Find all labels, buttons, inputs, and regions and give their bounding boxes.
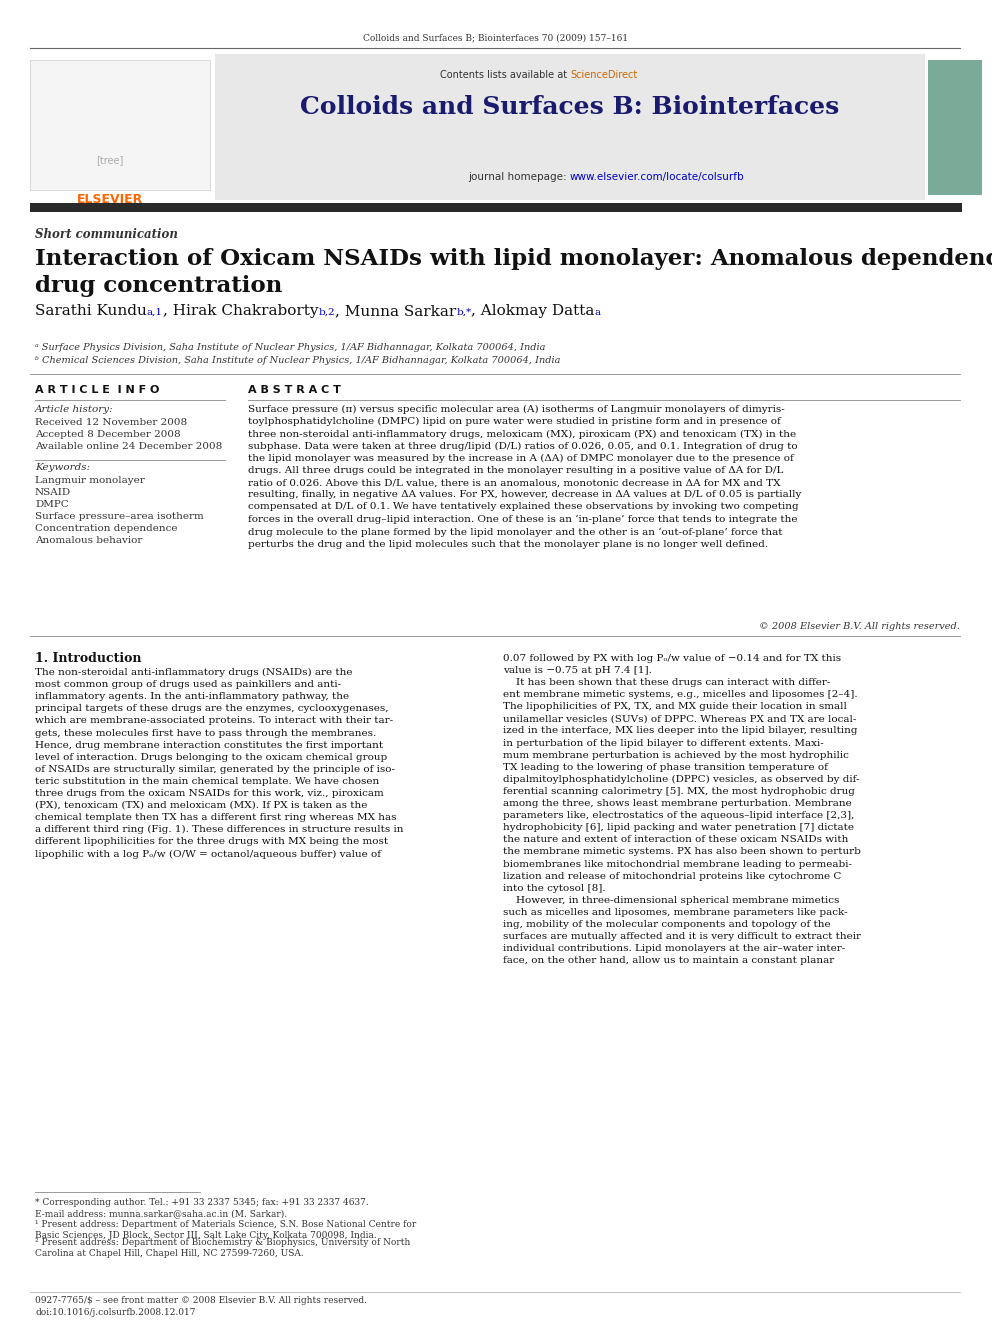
Text: Langmuir monolayer: Langmuir monolayer <box>35 476 145 486</box>
Text: www.elsevier.com/locate/colsurfb: www.elsevier.com/locate/colsurfb <box>570 172 745 183</box>
Text: ² Present address: Department of Biochemistry & Biophysics, University of North
: ² Present address: Department of Biochem… <box>35 1238 411 1258</box>
Text: ᵇ Chemical Sciences Division, Saha Institute of Nuclear Physics, 1/AF Bidhannaga: ᵇ Chemical Sciences Division, Saha Insti… <box>35 356 560 365</box>
Text: Short communication: Short communication <box>35 228 178 241</box>
Text: The non-steroidal anti-inflammatory drugs (NSAIDs) are the
most common group of : The non-steroidal anti-inflammatory drug… <box>35 668 404 859</box>
Text: Surface pressure–area isotherm: Surface pressure–area isotherm <box>35 512 203 521</box>
Text: E-mail address: munna.sarkar@saha.ac.in (M. Sarkar).: E-mail address: munna.sarkar@saha.ac.in … <box>35 1209 287 1218</box>
Text: b,*: b,* <box>456 308 471 318</box>
Text: , Hirak Chakraborty: , Hirak Chakraborty <box>163 304 318 318</box>
Text: 1. Introduction: 1. Introduction <box>35 652 142 665</box>
Text: Accepted 8 December 2008: Accepted 8 December 2008 <box>35 430 181 439</box>
Text: [tree]: [tree] <box>96 155 124 165</box>
Text: ScienceDirect: ScienceDirect <box>570 70 637 79</box>
Text: 0927-7765/$ – see front matter © 2008 Elsevier B.V. All rights reserved.
doi:10.: 0927-7765/$ – see front matter © 2008 El… <box>35 1297 367 1316</box>
Text: A R T I C L E  I N F O: A R T I C L E I N F O <box>35 385 160 396</box>
Text: Surface pressure (π) versus specific molecular area (A) isotherms of Langmuir mo: Surface pressure (π) versus specific mol… <box>248 405 802 549</box>
Text: NSAID: NSAID <box>35 488 71 497</box>
Bar <box>215 54 925 200</box>
Text: b,2: b,2 <box>318 308 335 318</box>
Text: a: a <box>595 308 601 318</box>
Text: Colloids and Surfaces B: Biointerfaces: Colloids and Surfaces B: Biointerfaces <box>301 95 839 119</box>
Text: , Alokmay Datta: , Alokmay Datta <box>471 304 595 318</box>
Bar <box>30 202 962 212</box>
Text: DMPC: DMPC <box>35 500 68 509</box>
Bar <box>30 60 210 191</box>
Text: * Corresponding author. Tel.: +91 33 2337 5345; fax: +91 33 2337 4637.: * Corresponding author. Tel.: +91 33 233… <box>35 1199 369 1207</box>
Text: Concentration dependence: Concentration dependence <box>35 524 178 533</box>
Text: ¹ Present address: Department of Materials Science, S.N. Bose National Centre fo: ¹ Present address: Department of Materia… <box>35 1220 417 1240</box>
Text: a,1: a,1 <box>147 308 163 318</box>
Text: ᵃ Surface Physics Division, Saha Institute of Nuclear Physics, 1/AF Bidhannagar,: ᵃ Surface Physics Division, Saha Institu… <box>35 343 546 352</box>
Text: Anomalous behavior: Anomalous behavior <box>35 536 143 545</box>
Text: Contents lists available at: Contents lists available at <box>439 70 570 79</box>
Text: 0.07 followed by PX with log Pₒ/w value of −0.14 and for TX this
value is −0.75 : 0.07 followed by PX with log Pₒ/w value … <box>503 654 861 966</box>
Text: © 2008 Elsevier B.V. All rights reserved.: © 2008 Elsevier B.V. All rights reserved… <box>759 622 960 631</box>
Text: ELSEVIER: ELSEVIER <box>76 193 143 206</box>
Text: , Munna Sarkar: , Munna Sarkar <box>335 304 456 318</box>
Bar <box>928 60 982 194</box>
Text: Interaction of Oxicam NSAIDs with lipid monolayer: Anomalous dependence on
drug : Interaction of Oxicam NSAIDs with lipid … <box>35 247 992 298</box>
Text: A B S T R A C T: A B S T R A C T <box>248 385 341 396</box>
Text: Keywords:: Keywords: <box>35 463 90 472</box>
Text: journal homepage:: journal homepage: <box>468 172 570 183</box>
Text: Received 12 November 2008: Received 12 November 2008 <box>35 418 187 427</box>
Text: Article history:: Article history: <box>35 405 114 414</box>
Text: Colloids and Surfaces B; Biointerfaces 70 (2009) 157–161: Colloids and Surfaces B; Biointerfaces 7… <box>363 33 629 42</box>
Text: Sarathi Kundu: Sarathi Kundu <box>35 304 147 318</box>
Text: Available online 24 December 2008: Available online 24 December 2008 <box>35 442 222 451</box>
